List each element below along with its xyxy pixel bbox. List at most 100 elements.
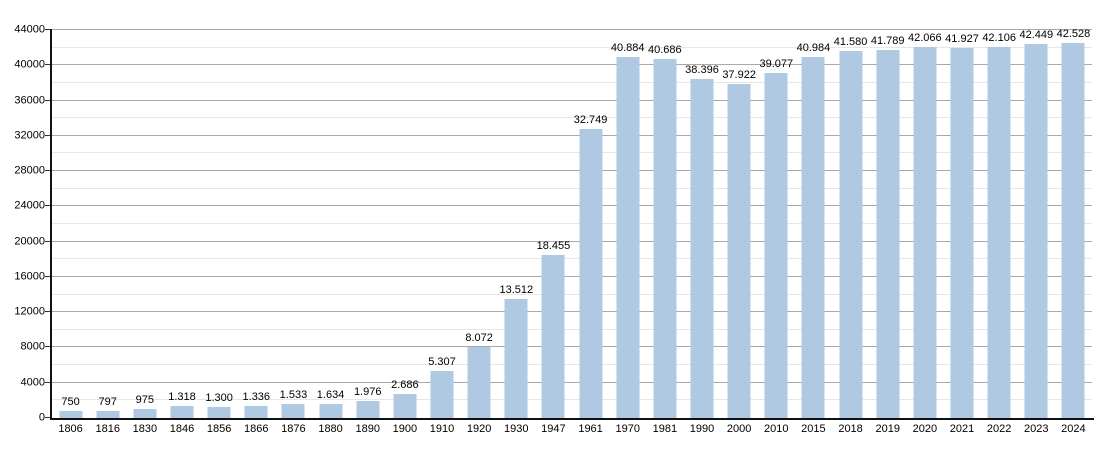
y-axis-labels: 0 4000 8000 12000 16000 20000 24000 28000 32000 3… [0,24,45,424]
bar-1990: 38.396 [685,64,719,418]
y-tick-label: 32000 [14,129,45,142]
y-axis-tick [45,170,50,172]
y-axis-tick [45,346,50,348]
bar-value-label: 750 [61,396,80,409]
bar-value-label: 797 [98,395,117,408]
x-tick-label: 1876 [281,423,306,435]
bar-value-label: 1.336 [242,391,271,404]
bar-rect [170,406,194,418]
x-tick-label: 1866 [244,423,269,435]
y-axis-tick [45,64,50,66]
gridline-minor [52,293,1092,295]
bar-1830: 975 [133,394,157,418]
x-tick-label: 1947 [541,423,566,435]
y-tick-label: 12000 [14,305,45,318]
x-tick-label: 2020 [912,423,938,435]
x-axis-line [50,418,1094,420]
bar-value-label: 41.580 [833,36,868,49]
x-tick-label: 2021 [949,423,975,435]
bar-1970: 40.884 [611,42,645,418]
plot-area: 750 797 975 1.318 1.300 1.336 1.533 1.634 1.976 2… [45,28,1092,418]
bar-value-label: 39.077 [759,58,794,71]
bar-value-label: 1.318 [168,391,196,404]
gridline-major [52,205,1092,207]
bar-rect [541,255,565,418]
gridline-major [52,381,1092,383]
bar-1846: 1.318 [168,391,196,418]
bar-rect [207,406,231,418]
bar-2019: 41.789 [871,35,905,418]
bar-rect [319,403,343,418]
bar-1981: 40.686 [648,44,682,418]
x-tick-label: 1816 [95,423,120,435]
bar-value-label: 1.533 [279,389,308,402]
gridline-minor [52,223,1092,224]
bar-value-label: 42.066 [908,32,942,45]
bar-2024: 42.528 [1057,28,1090,418]
x-tick-label: 1900 [392,423,418,435]
x-tick-label: 1890 [355,423,380,435]
bar-value-label: 40.686 [648,44,682,57]
y-axis-tick [45,134,50,136]
gridline-minor [52,117,1092,119]
bar-1961: 32.749 [574,114,607,418]
gridline-major [52,275,1092,277]
bar-value-label: 32.749 [573,114,608,127]
bar-rect [616,57,640,418]
x-tick-label: 2023 [1024,423,1049,435]
y-axis-tick [45,205,50,207]
bar-rect [467,346,491,418]
bar-2022: 42.106 [982,32,1016,418]
x-tick-label: 2010 [764,423,789,435]
x-tick-label: 1990 [689,423,715,435]
bar-rect [430,371,454,418]
bar-rect [579,129,603,418]
gridline-major [52,29,1092,30]
y-axis-tick [45,381,50,383]
y-tick-label: 40000 [14,58,45,71]
bar-2000: 37.922 [722,69,756,418]
bar-rect [393,394,417,418]
gridline-minor [52,81,1092,83]
bar-rect [96,410,120,418]
bar-rect [281,404,305,418]
gridline-major [52,240,1092,242]
bar-1920: 8.072 [465,332,493,418]
bar-rect [727,83,751,418]
bar-value-label: 42.449 [1019,28,1054,41]
gridline-major [52,99,1092,101]
x-tick-label: 2019 [875,423,900,435]
bar-value-label: 1.634 [316,388,345,401]
bar-1806: 750 [59,396,83,418]
bar-1930: 13.512 [499,284,533,418]
gridline-minor [52,46,1092,48]
x-tick-label: 1880 [318,423,343,435]
x-tick-label: 2000 [726,423,752,435]
bar-2015: 40.984 [797,42,830,418]
bar-value-label: 18.455 [536,240,571,253]
x-tick-label: 1920 [466,423,492,435]
bar-rect [244,406,268,418]
y-tick-label: 4000 [20,376,45,389]
bar-rect [839,51,863,418]
bar-value-label: 37.922 [722,68,756,81]
bar-value-label: 1.300 [205,391,233,404]
bar-2021: 41.927 [945,33,979,418]
y-tick-label: 0 [38,411,45,424]
bar-1816: 797 [96,396,120,418]
gridline-minor [52,328,1092,330]
bar-rect [653,59,677,418]
y-axis-tick [45,240,50,242]
bar-rect [690,79,714,418]
bar-2020: 42.066 [908,32,942,418]
bar-rect [133,409,157,418]
y-axis-line [50,29,52,420]
y-tick-label: 24000 [14,199,45,212]
y-axis-tick [45,311,50,313]
bar-value-label: 13.512 [499,283,534,296]
x-tick-label: 2024 [1061,423,1086,435]
bar-2023: 42.449 [1019,29,1053,418]
bar-value-label: 975 [135,394,155,407]
gridline-minor [52,152,1092,154]
y-axis-tick [45,99,50,101]
